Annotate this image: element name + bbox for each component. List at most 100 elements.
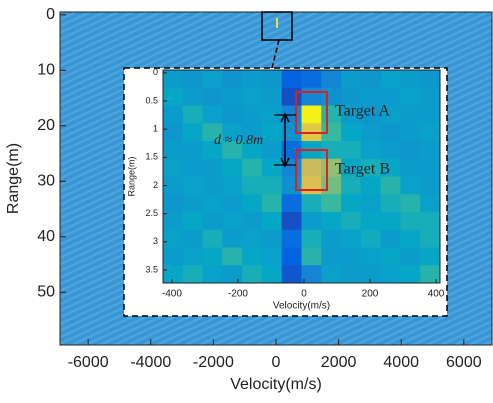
heat-cell (242, 70, 263, 89)
heat-cell (182, 87, 204, 106)
y-tick-label: 0.5 (145, 95, 158, 105)
heat-cell (182, 105, 204, 124)
heat-cell (321, 194, 342, 213)
heat-cell (242, 158, 263, 177)
heat-cell (261, 158, 283, 177)
heat-cell (261, 141, 283, 160)
heat-cell (242, 229, 263, 248)
heat-cell (163, 141, 184, 160)
heat-cell (400, 70, 421, 89)
heat-cell (301, 194, 322, 213)
heat-cell (242, 87, 263, 106)
heat-cell (380, 123, 401, 142)
x-tick-label: -6000 (68, 354, 109, 371)
heat-cell (182, 123, 204, 142)
annotations: Target A Target B d ≈ 0.8m (214, 91, 390, 191)
heat-cell (242, 123, 263, 142)
heat-cell (420, 265, 441, 284)
heat-cell (400, 176, 421, 195)
heat-cell (163, 87, 184, 106)
heat-cell (182, 265, 204, 284)
heat-cell (341, 229, 362, 248)
heat-cell (281, 265, 302, 284)
y-tick-label: 0 (153, 67, 158, 77)
heat-cell (242, 247, 263, 266)
heat-cell (202, 70, 223, 89)
heat-cell (380, 265, 401, 284)
heat-cell (420, 212, 441, 231)
heat-cell (182, 70, 204, 89)
heat-cell (163, 176, 184, 195)
heat-cell (341, 176, 362, 195)
heat-cell (380, 212, 401, 231)
heat-cell (163, 70, 184, 89)
heat-cell (380, 87, 401, 106)
heat-cell (281, 229, 302, 248)
heat-cell (341, 247, 362, 266)
heat-cell (341, 141, 362, 160)
heat-cell (400, 229, 421, 248)
heat-cell (360, 265, 382, 284)
axes-frame (162, 69, 441, 284)
heat-cell (301, 247, 322, 266)
annotation: d ≈ 0.8m (214, 133, 263, 148)
heat-cell (182, 229, 204, 248)
heat-cell (360, 158, 382, 177)
y-tick-label: 3 (153, 236, 158, 246)
x-axis-label: Velocity(m/s) (273, 301, 330, 312)
heat-cell (281, 87, 302, 106)
heat-cell (242, 194, 263, 213)
annotation: Target B (335, 161, 390, 178)
heat-cell (321, 70, 342, 89)
x-tick-label: 200 (362, 289, 379, 300)
heat-cell (281, 70, 302, 89)
heat-cell (360, 247, 382, 266)
heat-cell (202, 158, 223, 177)
heat-cell (281, 176, 302, 195)
heat-cell (261, 105, 283, 124)
heat-cell (163, 265, 184, 284)
heat-cell (281, 247, 302, 266)
heat-cell (301, 158, 322, 177)
heat-cell (163, 123, 184, 142)
heat-cell (222, 247, 243, 266)
heat-cell (420, 176, 441, 195)
heat-cell (360, 105, 382, 124)
heat-cell (163, 247, 184, 266)
heat-cell (301, 265, 322, 284)
heat-cell (202, 105, 223, 124)
y-tick-label: 30 (37, 172, 55, 189)
heat-cell (321, 229, 342, 248)
heat-cell (321, 212, 342, 231)
heat-cell (261, 70, 283, 89)
heat-cell (222, 123, 243, 142)
target-box (295, 149, 328, 191)
target-spot (276, 18, 278, 28)
heat-cell (182, 158, 204, 177)
y-tick-label: 50 (37, 283, 55, 300)
heat-cell (301, 212, 322, 231)
heat-cell (182, 212, 204, 231)
x-axis-label: Velocity(m/s) (230, 376, 322, 393)
heat-cell (420, 141, 441, 160)
heat-cell (242, 212, 263, 231)
heat-cell (222, 265, 243, 284)
arrow-heads (280, 112, 290, 168)
heat-cell (222, 194, 243, 213)
zoom-box (261, 11, 293, 41)
heat-cell (400, 123, 421, 142)
heat-cell (261, 194, 283, 213)
y-tick-label: 20 (37, 117, 55, 134)
zoom-link (271, 39, 280, 69)
heat-cell (163, 212, 184, 231)
heat-cell (360, 229, 382, 248)
heat-cell (321, 176, 342, 195)
heat-cell (400, 87, 421, 106)
heat-cell (261, 265, 283, 284)
heat-cell (360, 176, 382, 195)
y-axis-label: Range(m) (5, 143, 22, 214)
heat-cell (360, 212, 382, 231)
heat-cell (420, 194, 441, 213)
heat-cell (380, 229, 401, 248)
heat-cell (261, 247, 283, 266)
